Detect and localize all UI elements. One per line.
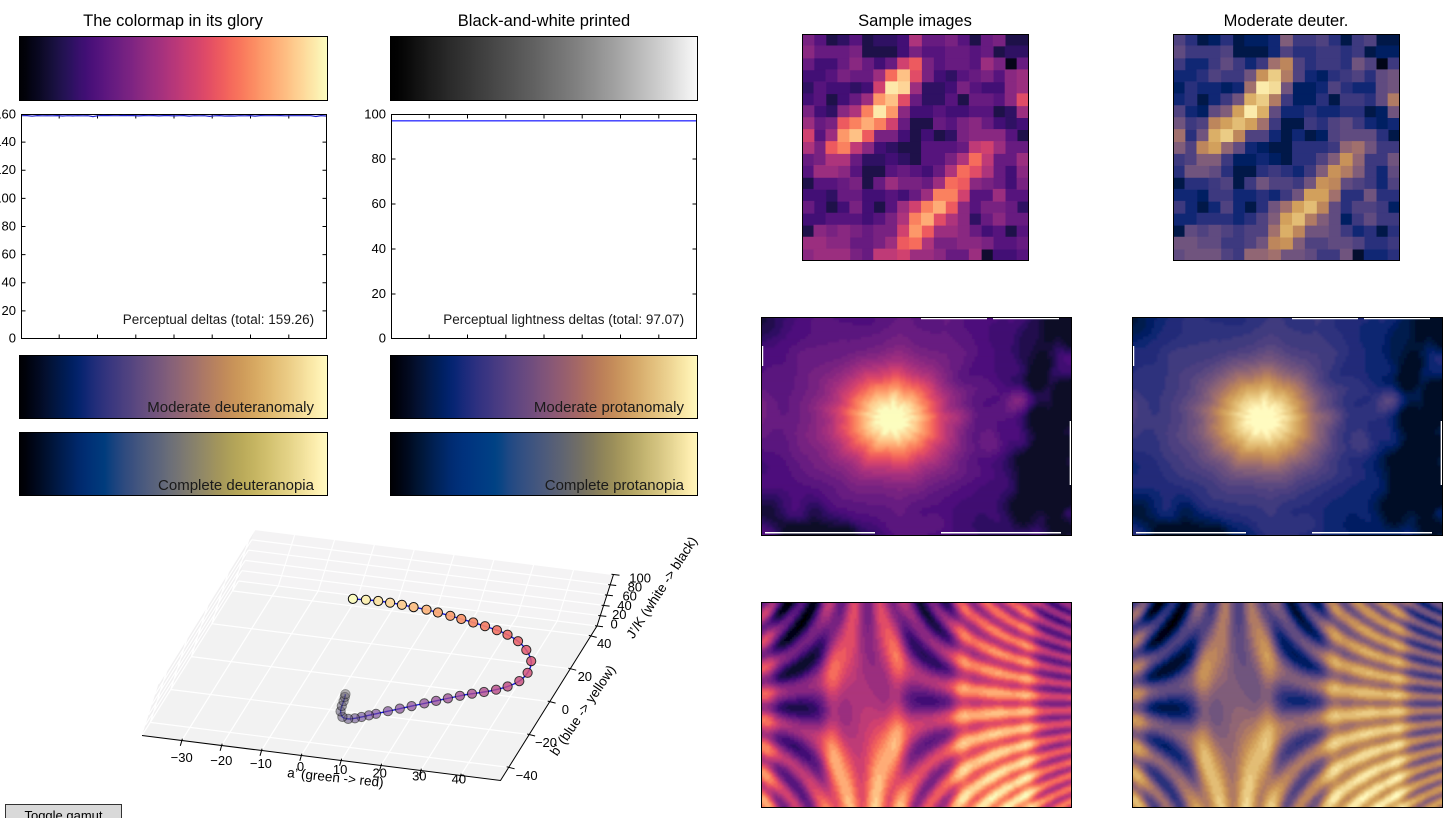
svg-text:40: 40 (372, 241, 386, 256)
svg-text:0: 0 (9, 330, 16, 345)
svg-text:−20: −20 (535, 735, 557, 750)
svg-text:0: 0 (379, 330, 386, 345)
svg-text:40: 40 (452, 772, 466, 787)
svg-text:30: 30 (412, 768, 426, 783)
svg-text:160: 160 (0, 106, 16, 121)
svg-text:20: 20 (612, 607, 626, 622)
svg-text:0: 0 (297, 759, 304, 774)
svg-text:20: 20 (372, 286, 386, 301)
svg-text:Complete deuteranopia: Complete deuteranopia (158, 477, 315, 494)
svg-text:140: 140 (0, 134, 16, 149)
svg-text:100: 100 (364, 106, 386, 121)
svg-text:20: 20 (578, 669, 592, 684)
svg-text:−40: −40 (516, 768, 538, 783)
svg-text:Complete protanopia: Complete protanopia (545, 477, 685, 494)
svg-text:−20: −20 (210, 753, 232, 768)
svg-text:40: 40 (2, 275, 16, 290)
svg-text:80: 80 (628, 580, 642, 595)
svg-text:0: 0 (562, 702, 569, 717)
svg-text:−10: −10 (250, 756, 272, 771)
svg-text:100: 100 (629, 570, 651, 585)
svg-text:120: 120 (0, 162, 16, 177)
svg-text:10: 10 (333, 762, 347, 777)
svg-text:Perceptual lightness deltas (t: Perceptual lightness deltas (total: 97.0… (443, 312, 684, 327)
svg-text:Perceptual deltas (total: 159.: Perceptual deltas (total: 159.26) (123, 312, 314, 327)
svg-text:20: 20 (2, 303, 16, 318)
svg-text:20: 20 (372, 765, 386, 780)
svg-text:80: 80 (372, 151, 386, 166)
svg-text:Moderate protanomaly: Moderate protanomaly (534, 399, 685, 416)
svg-text:60: 60 (372, 196, 386, 211)
svg-text:40: 40 (597, 636, 611, 651)
svg-text:60: 60 (622, 589, 636, 604)
svg-text:100: 100 (0, 190, 16, 205)
svg-text:60: 60 (2, 247, 16, 262)
svg-text:40: 40 (617, 598, 631, 613)
svg-text:−30: −30 (171, 750, 193, 765)
svg-text:80: 80 (2, 218, 16, 233)
svg-text:0: 0 (610, 616, 617, 631)
svg-text:Moderate deuteranomaly: Moderate deuteranomaly (147, 399, 314, 416)
